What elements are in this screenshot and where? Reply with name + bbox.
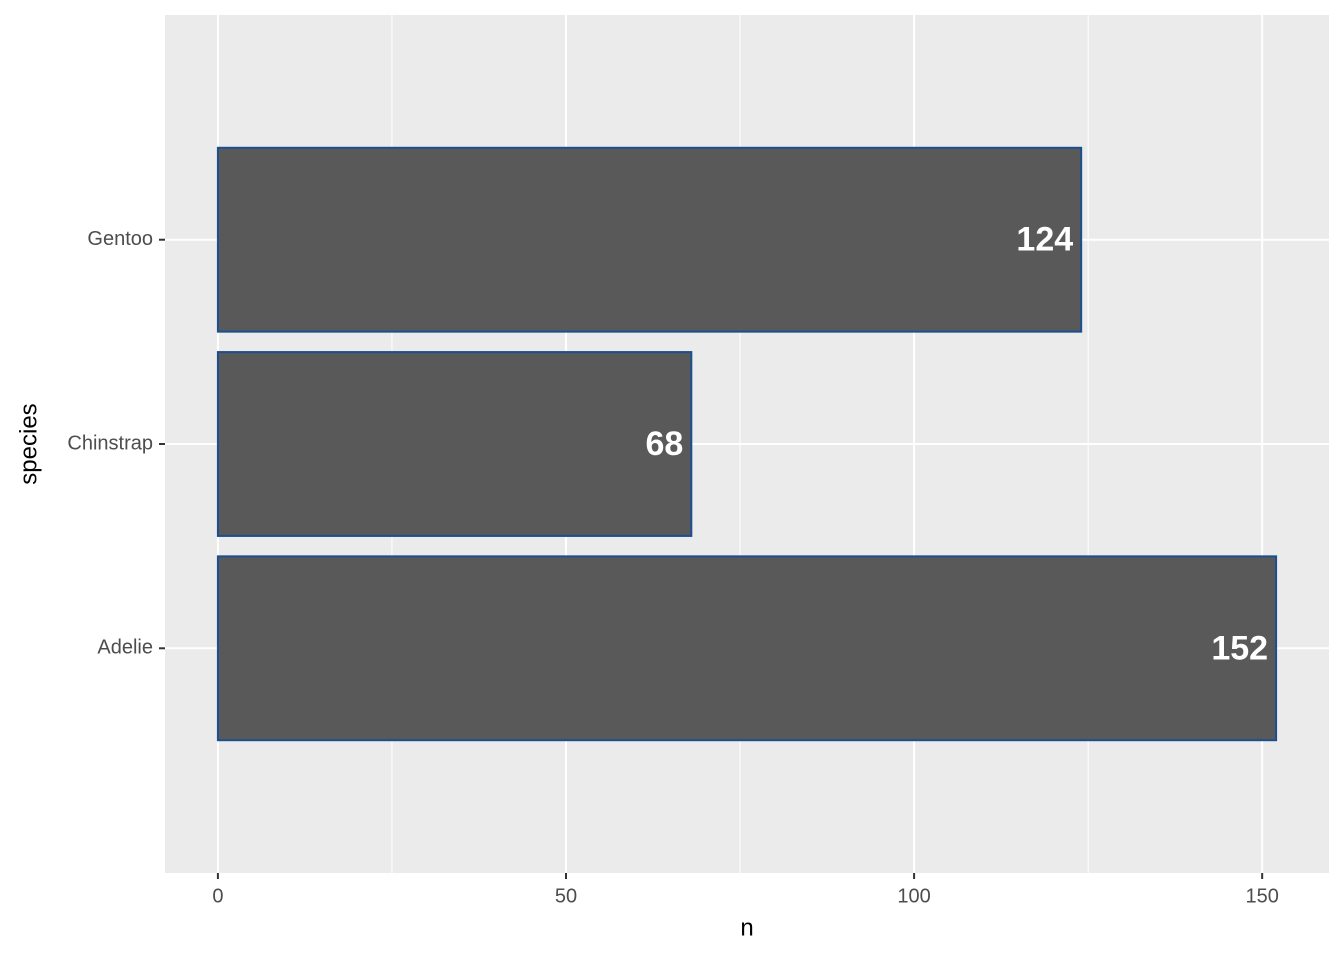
bar — [216, 146, 1083, 333]
value-label: 152 — [1211, 629, 1268, 667]
y-tick-label: Adelie — [97, 637, 153, 659]
y-axis-title: species — [15, 403, 42, 484]
bar — [216, 555, 1278, 742]
x-axis-title: n — [740, 914, 753, 941]
bar — [216, 351, 693, 537]
y-tick-label: Gentoo — [87, 228, 153, 250]
x-tick-label: 150 — [1245, 885, 1278, 907]
x-tick-label: 100 — [897, 885, 930, 907]
value-label: 124 — [1016, 221, 1073, 259]
y-tick-label: Chinstrap — [67, 432, 153, 454]
x-tick-label: 50 — [555, 885, 577, 907]
x-tick-label: 0 — [212, 885, 223, 907]
value-label: 68 — [645, 425, 683, 463]
